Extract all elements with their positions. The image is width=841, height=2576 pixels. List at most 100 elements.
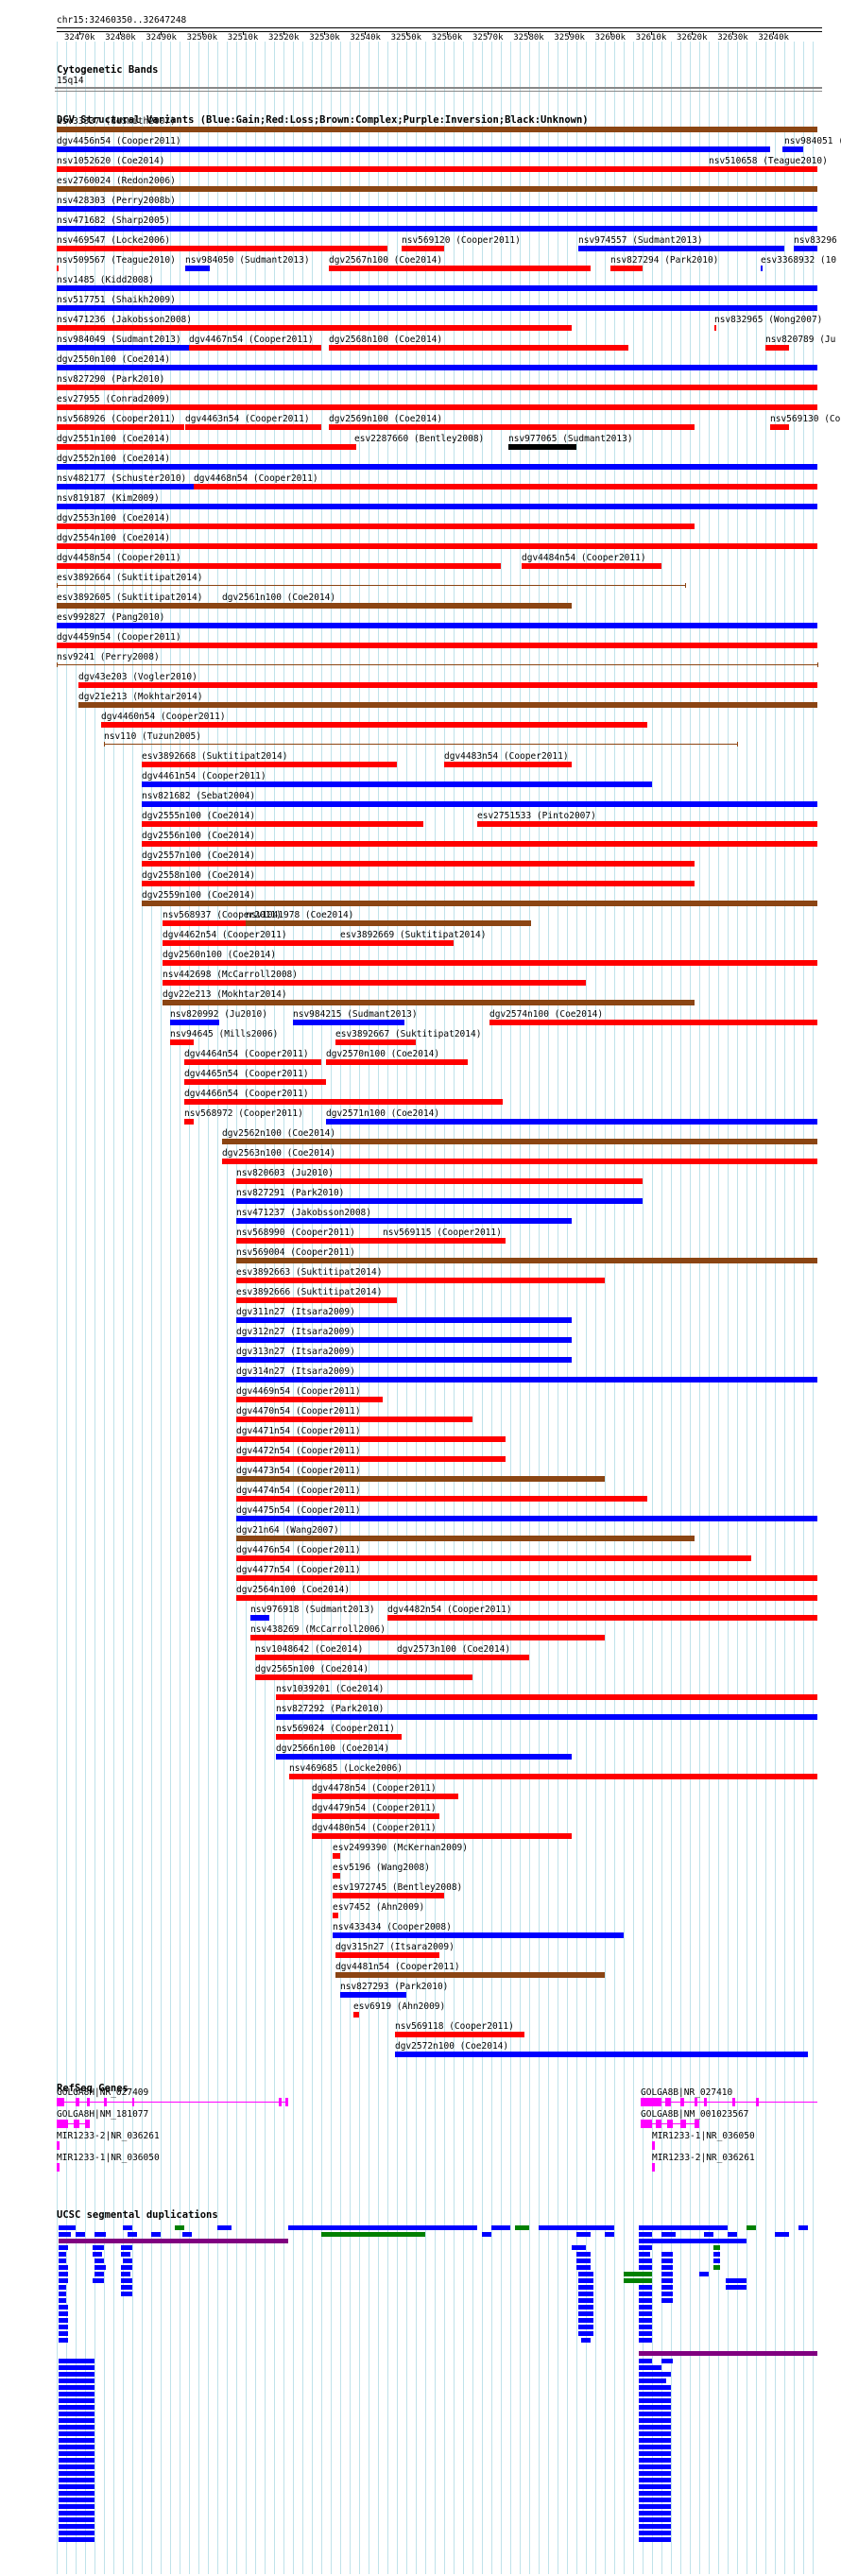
segdup-feature[interactable] [151, 2232, 161, 2237]
gene-exon[interactable] [279, 2098, 282, 2106]
gene-exon[interactable] [732, 2098, 735, 2106]
variant-label[interactable]: nsv469547 (Locke2006) [57, 235, 171, 246]
variant-label[interactable]: nsv569004 (Cooper2011) [236, 1247, 355, 1258]
segdup-feature[interactable] [59, 2445, 94, 2449]
variant-label[interactable]: nsv820992 (Ju2010) [170, 1009, 267, 1020]
variant-label[interactable]: dgv4458n54 (Cooper2011) [57, 553, 181, 563]
segdup-feature[interactable] [639, 2372, 671, 2377]
variant-bar[interactable] [236, 1317, 572, 1323]
variant-bar[interactable] [57, 305, 817, 311]
variant-bar[interactable] [246, 920, 531, 926]
variant-label[interactable]: esv1972745 (Bentley2008) [333, 1882, 463, 1893]
variant-label[interactable]: dgv4474n54 (Cooper2011) [236, 1485, 361, 1496]
segdup-feature[interactable] [699, 2272, 709, 2276]
variant-bar[interactable] [57, 664, 817, 665]
variant-bar[interactable] [236, 1377, 817, 1382]
segdup-feature[interactable] [639, 2438, 671, 2443]
variant-bar[interactable] [236, 1516, 817, 1521]
variant-bar[interactable] [78, 682, 817, 688]
gene-exon[interactable] [57, 2098, 64, 2106]
variant-bar[interactable] [184, 1119, 194, 1125]
variant-label[interactable]: dgv2558n100 (Coe2014) [142, 870, 256, 881]
variant-label[interactable]: esv2499390 (McKernan2009) [333, 1843, 468, 1853]
variant-label[interactable]: nsv820789 (Ju [765, 335, 836, 345]
variant-label[interactable]: dgv22e213 (Mokhtar2014) [163, 989, 287, 1000]
variant-bar[interactable] [329, 424, 695, 430]
segdup-feature[interactable] [661, 2298, 673, 2303]
segdup-feature[interactable] [59, 2292, 66, 2296]
gene-exon[interactable] [680, 2098, 684, 2106]
segdup-feature[interactable] [121, 2285, 132, 2290]
variant-bar[interactable] [222, 603, 572, 609]
segdup-feature[interactable] [639, 2405, 671, 2410]
variant-bar[interactable] [57, 404, 817, 410]
segdup-feature[interactable] [713, 2265, 720, 2270]
variant-label[interactable]: dgv4465n54 (Cooper2011) [184, 1069, 309, 1079]
variant-bar[interactable] [383, 1238, 506, 1244]
variant-label[interactable]: dgv2552n100 (Coe2014) [57, 454, 171, 464]
gene-exon[interactable] [656, 2120, 661, 2128]
variant-bar[interactable] [57, 345, 189, 351]
segdup-feature[interactable] [639, 2412, 671, 2416]
variant-label[interactable]: nsv569115 (Cooper2011) [383, 1228, 502, 1238]
variant-bar[interactable] [142, 901, 817, 906]
segdup-feature[interactable] [578, 2305, 593, 2310]
segdup-feature[interactable] [59, 2258, 66, 2263]
segdup-feature[interactable] [639, 2245, 652, 2250]
variant-bar[interactable] [57, 266, 59, 271]
variant-label[interactable]: dgv2553n100 (Coe2014) [57, 513, 171, 524]
segdup-feature[interactable] [639, 2292, 652, 2296]
variant-bar[interactable] [335, 1039, 416, 1045]
variant-label[interactable]: dgv2556n100 (Coe2014) [142, 831, 256, 841]
variant-label[interactable]: esv7452 (Ahn2009) [333, 1902, 425, 1913]
variant-label[interactable]: esv3892669 (Suktitipat2014) [340, 930, 487, 940]
variant-label[interactable]: dgv4470n54 (Cooper2011) [236, 1406, 361, 1417]
segdup-feature[interactable] [121, 2245, 132, 2250]
segdup-feature[interactable] [639, 2471, 671, 2476]
variant-label[interactable]: dgv312n27 (Itsara2009) [236, 1327, 355, 1337]
variant-bar[interactable] [289, 1774, 817, 1779]
variant-label[interactable]: nsv482177 (Schuster2010) [57, 473, 187, 484]
segdup-feature[interactable] [624, 2278, 652, 2283]
variant-bar[interactable] [142, 881, 695, 886]
variant-label[interactable]: dgv4468n54 (Cooper2011) [194, 473, 318, 484]
segdup-feature[interactable] [576, 2258, 591, 2263]
variant-label[interactable]: dgv4477n54 (Cooper2011) [236, 1565, 361, 1575]
variant-label[interactable]: nsv568937 (Cooper2011) [163, 910, 282, 920]
variant-bar[interactable] [104, 744, 737, 745]
variant-bar[interactable] [354, 444, 356, 450]
variant-bar[interactable] [329, 266, 591, 271]
segdup-feature[interactable] [578, 2272, 593, 2276]
variant-bar[interactable] [765, 345, 789, 351]
variant-label[interactable]: dgv2567n100 (Coe2014) [329, 255, 443, 266]
variant-bar[interactable] [236, 1536, 695, 1541]
variant-label[interactable]: dgv2564n100 (Coe2014) [236, 1585, 351, 1595]
segdup-feature[interactable] [639, 2265, 652, 2270]
variant-label[interactable]: dgv4478n54 (Cooper2011) [312, 1783, 437, 1794]
variant-label[interactable]: nsv428303 (Perry2008b) [57, 196, 176, 206]
variant-bar[interactable] [163, 940, 340, 946]
variant-bar[interactable] [236, 1278, 605, 1283]
segdup-feature[interactable] [639, 2392, 671, 2396]
variant-bar[interactable] [761, 266, 763, 271]
gene-exon[interactable] [652, 2141, 655, 2150]
segdup-feature[interactable] [639, 2511, 671, 2516]
segdup-feature[interactable] [59, 2311, 68, 2316]
variant-bar[interactable] [170, 1039, 194, 1045]
segdup-feature[interactable] [576, 2232, 591, 2237]
variant-label[interactable]: dgv2555n100 (Coe2014) [142, 811, 256, 821]
variant-label[interactable]: dgv4466n54 (Cooper2011) [184, 1089, 309, 1099]
segdup-feature[interactable] [661, 2272, 673, 2276]
variant-bar[interactable] [236, 1238, 383, 1244]
segdup-feature[interactable] [747, 2225, 756, 2230]
variant-label[interactable]: esv3892667 (Suktitipat2014) [335, 1029, 482, 1039]
segdup-feature[interactable] [123, 2258, 132, 2263]
variant-bar[interactable] [57, 424, 184, 430]
segdup-feature[interactable] [94, 2272, 104, 2276]
variant-bar[interactable] [57, 444, 354, 450]
segdup-feature[interactable] [639, 2504, 671, 2509]
variant-label[interactable]: nsv517751 (Shaikh2009) [57, 295, 176, 305]
variant-bar[interactable] [402, 246, 444, 251]
gene-exon[interactable] [756, 2098, 759, 2106]
variant-bar[interactable] [163, 1000, 695, 1005]
